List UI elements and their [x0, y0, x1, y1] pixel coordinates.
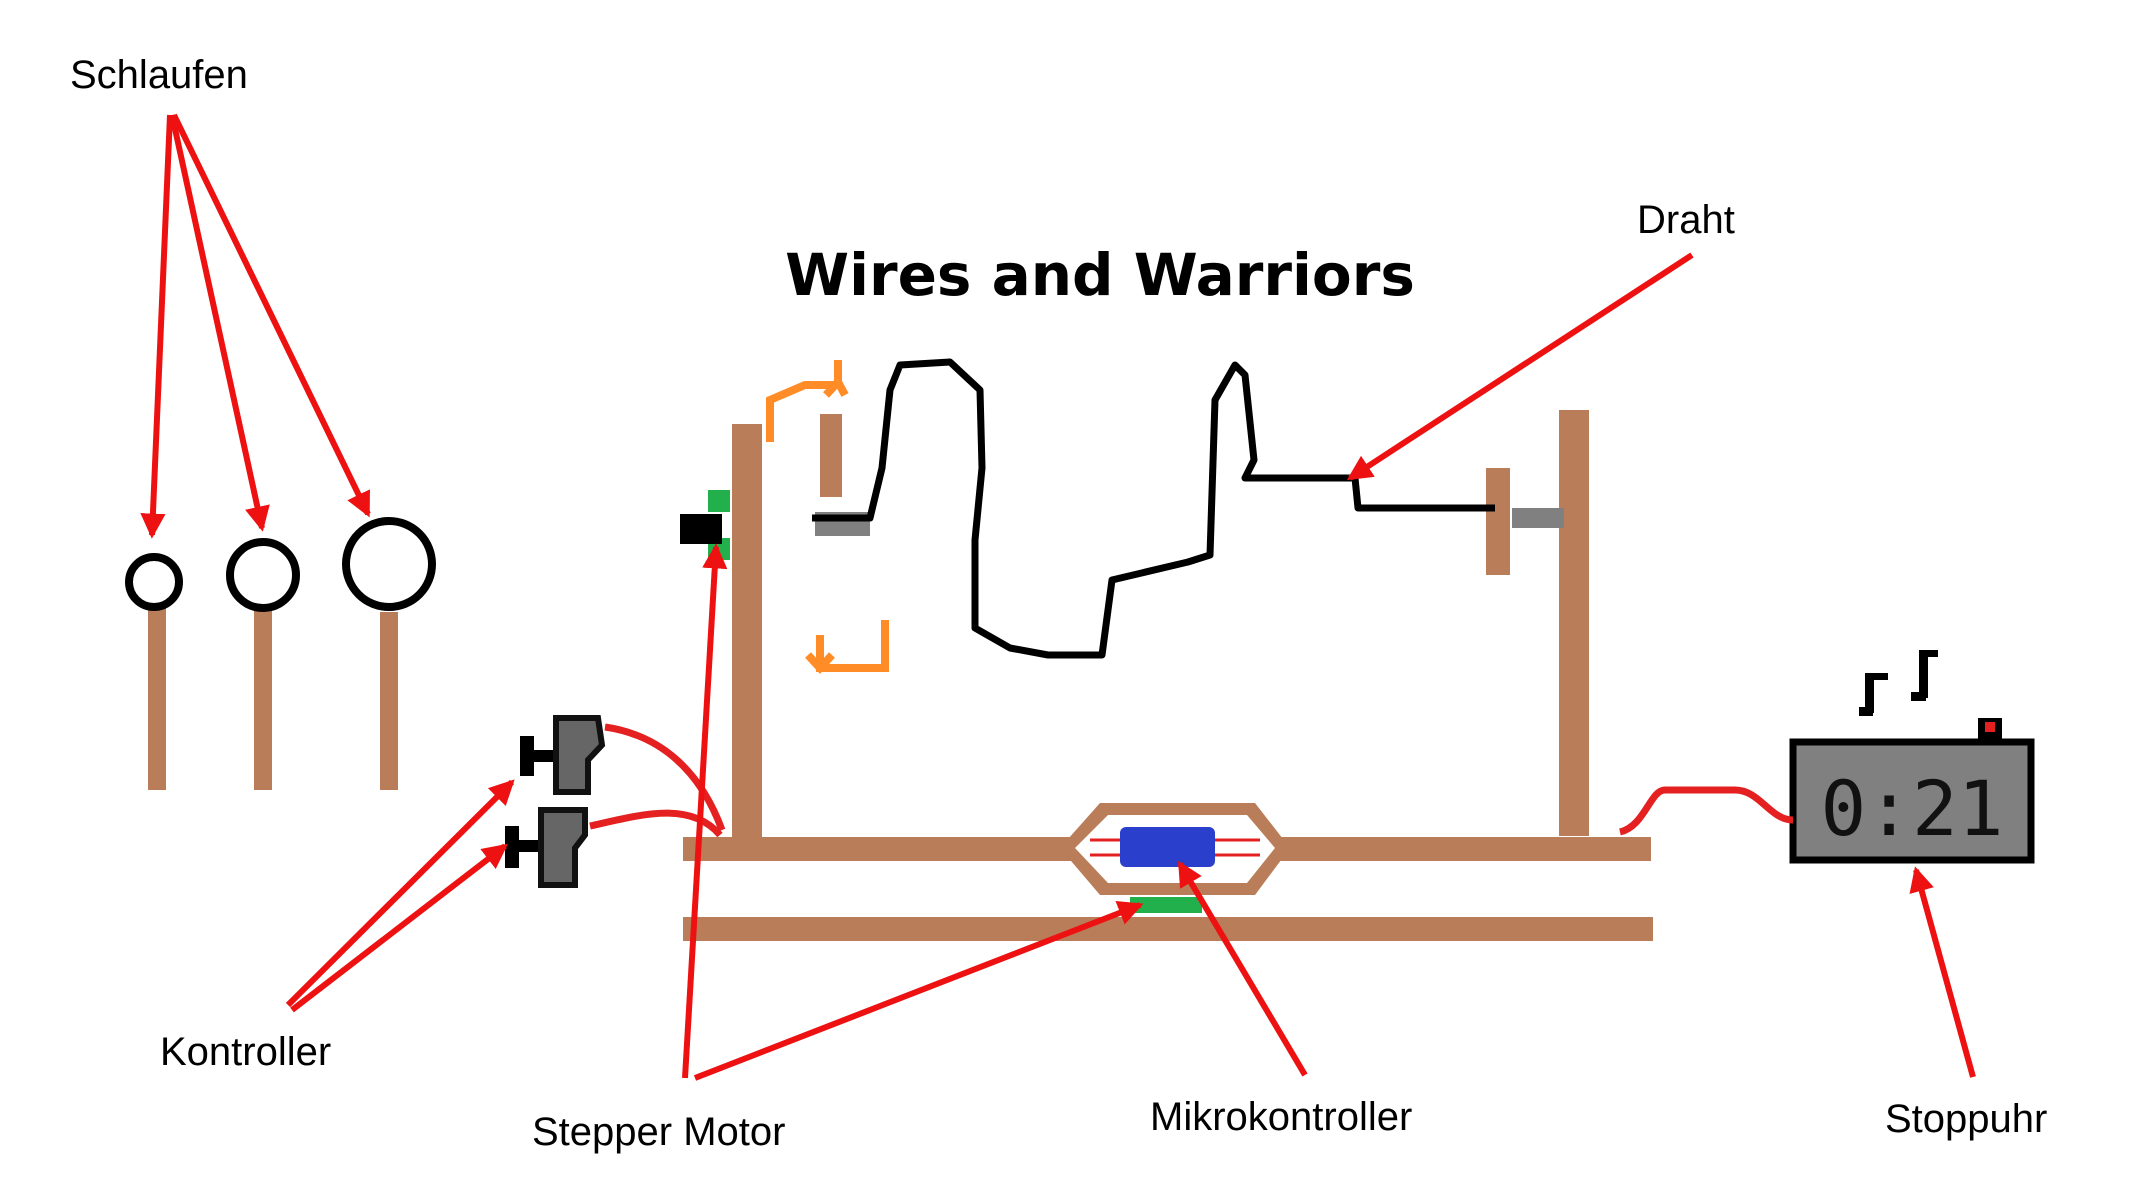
loop-medium	[226, 538, 300, 790]
label-stopwatch: Stoppuhr	[1885, 1097, 2047, 1141]
loops-group	[125, 517, 436, 790]
music-note-icon	[1859, 650, 1938, 716]
annotation-arrows	[140, 113, 1976, 1081]
rotation-arrows	[766, 360, 889, 674]
controller-bottom	[505, 807, 588, 888]
controller-cables	[589, 723, 726, 838]
wooden-frame	[683, 410, 1653, 941]
stopwatch-cable	[1618, 786, 1794, 836]
stopwatch: 0:21	[1789, 650, 2035, 864]
label-controllers: Kontroller	[160, 1030, 331, 1074]
stepper-motor-top	[680, 490, 730, 560]
loop-small	[125, 553, 183, 790]
label-stepper-motor: Stepper Motor	[532, 1110, 785, 1154]
controller-top	[520, 715, 606, 795]
label-microcontroller: Mikrokontroller	[1150, 1095, 1412, 1139]
label-loops: Schlaufen	[70, 53, 248, 97]
loop-large	[342, 517, 436, 790]
stepper-motor-bottom	[1130, 897, 1202, 913]
label-wire: Draht	[1637, 198, 1735, 242]
stopwatch-display: 0:21	[1820, 764, 2003, 853]
microcontroller-unit	[1060, 803, 1290, 912]
diagram-title: Wires and Warriors	[785, 241, 1415, 309]
wire	[812, 358, 1495, 659]
